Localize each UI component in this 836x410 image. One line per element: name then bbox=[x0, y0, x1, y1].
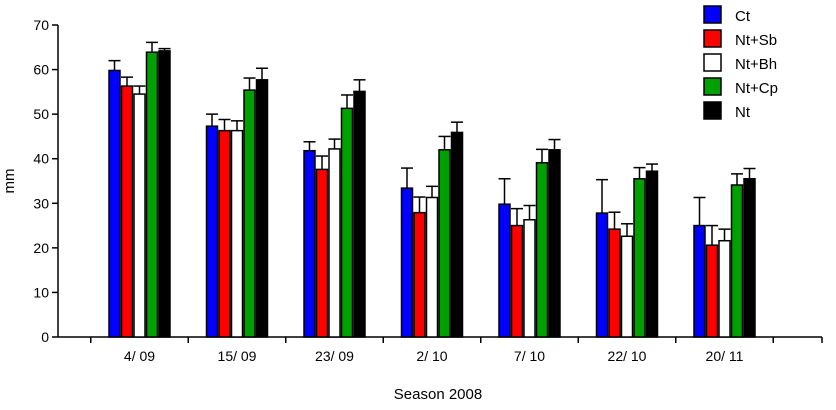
bar-nt bbox=[645, 170, 659, 338]
y-tick-label: 10 bbox=[33, 284, 49, 300]
y-tick-label: 0 bbox=[41, 329, 49, 345]
bar-nt bbox=[743, 178, 756, 338]
y-tick-label: 60 bbox=[33, 62, 49, 78]
y-tick-label: 40 bbox=[33, 151, 49, 167]
bar-nt bbox=[158, 50, 171, 338]
bar-nt-cp bbox=[730, 184, 744, 338]
bar-nt-sb bbox=[315, 168, 329, 338]
bar-nt-bh bbox=[133, 93, 146, 338]
bar-ct bbox=[595, 212, 609, 338]
bar-ct bbox=[303, 149, 316, 338]
y-tick-label: 20 bbox=[33, 240, 49, 256]
bar-nt-bh bbox=[718, 239, 731, 338]
bar-nt-bh bbox=[620, 235, 634, 338]
bar-ct bbox=[400, 187, 414, 338]
bar-nt bbox=[353, 90, 366, 338]
legend-swatch bbox=[703, 77, 722, 96]
bar-nt-sb bbox=[510, 224, 524, 338]
legend-swatch bbox=[703, 5, 722, 24]
bar-nt-bh bbox=[328, 148, 341, 338]
x-tick-label: 15/ 09 bbox=[218, 348, 257, 364]
x-tick-label: 7/ 10 bbox=[514, 348, 545, 364]
legend-label: Ct bbox=[735, 8, 751, 25]
bar-nt-cp bbox=[535, 161, 549, 338]
legend-label: Nt bbox=[735, 104, 751, 121]
bar-nt-cp bbox=[243, 89, 256, 338]
bar-nt-sb bbox=[608, 228, 621, 338]
x-tick-label: 23/ 09 bbox=[315, 348, 354, 364]
legend-label: Nt+Sb bbox=[735, 32, 777, 49]
bar-nt-bh bbox=[230, 129, 244, 338]
y-tick-label: 70 bbox=[33, 17, 49, 33]
legend-swatch bbox=[703, 101, 722, 120]
bar-ct bbox=[205, 125, 219, 338]
legend-swatch bbox=[703, 53, 722, 72]
bar-nt-bh bbox=[425, 196, 439, 338]
bar-nt-cp bbox=[438, 149, 451, 338]
bar-nt-sb bbox=[413, 211, 426, 338]
bar-nt-cp bbox=[145, 51, 159, 338]
bar-ct bbox=[693, 224, 706, 338]
x-tick-label: 2/ 10 bbox=[416, 348, 447, 364]
bar-nt-cp bbox=[633, 178, 646, 338]
bar-nt-bh bbox=[523, 219, 536, 338]
bar-nt bbox=[255, 79, 269, 338]
x-tick-label: 20/ 11 bbox=[706, 348, 744, 364]
bar-nt bbox=[450, 131, 464, 338]
legend-label: Nt+Cp bbox=[735, 80, 778, 97]
y-tick-label: 50 bbox=[33, 106, 49, 122]
bar-nt-sb bbox=[120, 85, 134, 338]
x-tick-label: 22/ 10 bbox=[608, 348, 647, 364]
bar-nt-sb bbox=[218, 129, 231, 338]
axes: 0 10 20 30 40 50 60 70 4/ 09 15/ 09 23/ 09 2/ 10 7/ … bbox=[33, 17, 823, 364]
bar-ct bbox=[498, 203, 511, 338]
bars bbox=[108, 41, 756, 338]
bar-ct bbox=[108, 69, 121, 338]
x-axis-title: Season 2008 bbox=[394, 386, 482, 403]
bar-nt-cp bbox=[340, 107, 354, 338]
legend-label: Nt+Bh bbox=[735, 56, 777, 73]
legend: Ct Nt+Sb Nt+Bh Nt+Cp Nt bbox=[703, 5, 778, 121]
bar-nt-sb bbox=[705, 244, 719, 338]
bar-nt bbox=[548, 149, 561, 338]
y-tick-label: 30 bbox=[33, 195, 49, 211]
y-axis-title: mm bbox=[1, 169, 18, 194]
x-tick-label: 4/ 09 bbox=[124, 348, 155, 364]
legend-swatch bbox=[703, 29, 722, 48]
